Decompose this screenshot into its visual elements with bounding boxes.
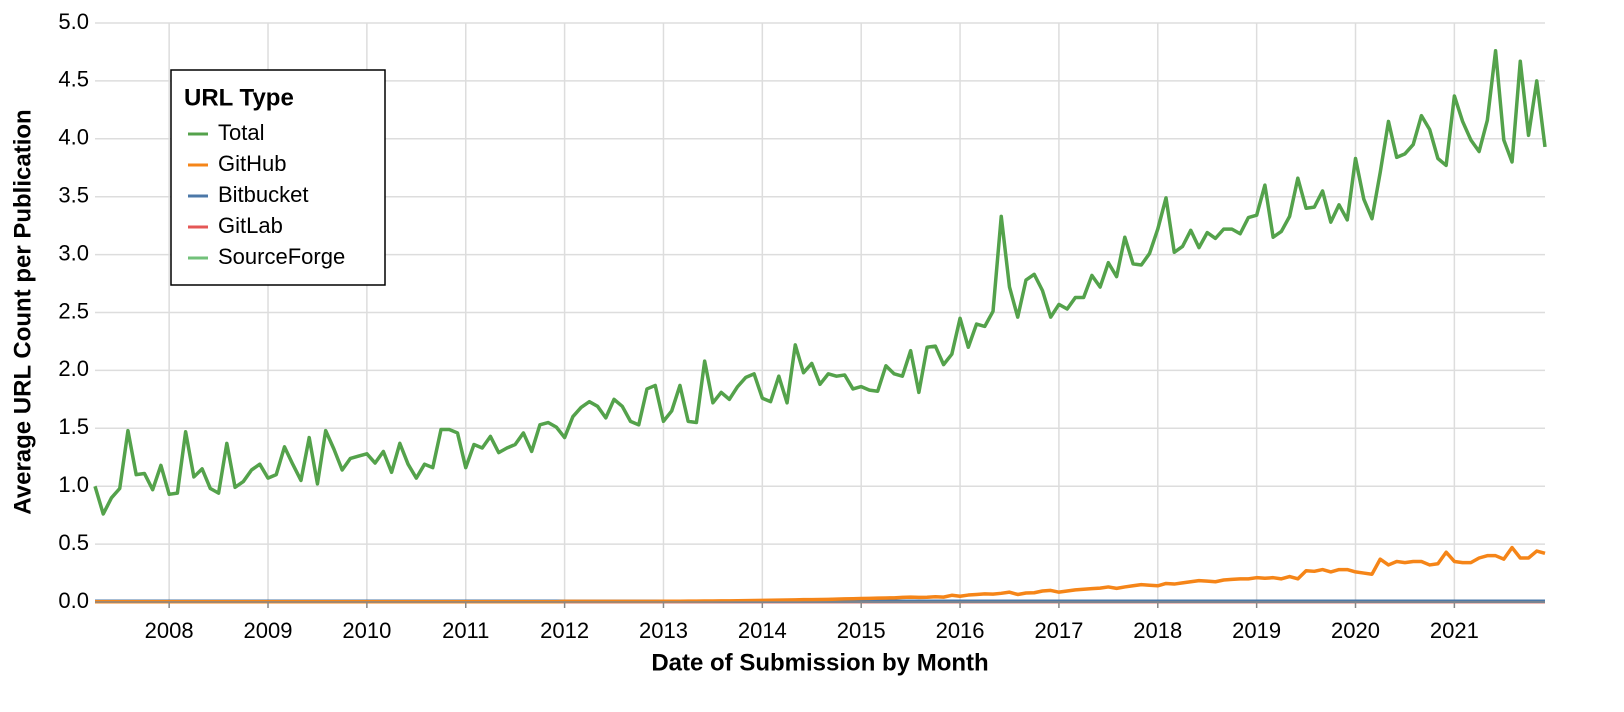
axes: 0.0 0.5 1.0 1.5 2.0 2.5 3.0 3.5 4.0 4.5 5.0 2008 200… <box>58 9 1545 643</box>
x-tick-label: 2010 <box>342 618 391 643</box>
series-line <box>93 49 1547 516</box>
y-tick-label: 1.5 <box>58 414 89 439</box>
y-tick-label: 0.0 <box>58 588 89 613</box>
legend-box <box>170 69 386 286</box>
y-tick-label: 1.0 <box>58 472 89 497</box>
legend-label: Total <box>218 120 264 145</box>
y-tick-label: 2.0 <box>58 356 89 381</box>
y-tick-label: 3.0 <box>58 240 89 265</box>
y-tick-label: 5.0 <box>58 9 89 34</box>
x-tick-label: 2011 <box>442 618 489 643</box>
y-tick-label: 0.5 <box>58 530 89 555</box>
x-tick-label: 2017 <box>1034 618 1083 643</box>
y-tick-label: 4.5 <box>58 67 89 92</box>
x-tick-label: 2015 <box>837 618 886 643</box>
series-line <box>95 545 1546 604</box>
x-tick-label: 2014 <box>738 618 787 643</box>
x-tick-label: 2008 <box>145 618 194 643</box>
x-tick-label: 2013 <box>639 618 688 643</box>
legend-label: GitLab <box>218 213 283 238</box>
x-axis-title: Date of Submission by Month <box>651 649 988 676</box>
y-tick-label: 4.0 <box>58 125 89 150</box>
legend-title: URL Type <box>184 84 294 111</box>
x-tick-label: 2012 <box>540 618 589 643</box>
y-tick-label: 2.5 <box>58 298 89 323</box>
grid <box>95 22 1545 603</box>
legend-label: SourceForge <box>218 244 345 269</box>
x-tick-label: 2018 <box>1133 618 1182 643</box>
legend-label: GitHub <box>218 151 286 176</box>
y-tick-label: 3.5 <box>58 183 89 208</box>
x-tick-label: 2016 <box>936 618 985 643</box>
legend-label: Bitbucket <box>218 182 309 207</box>
x-tick-label: 2021 <box>1430 618 1479 643</box>
x-tick-label: 2019 <box>1232 618 1281 643</box>
x-tick-label: 2020 <box>1331 618 1380 643</box>
y-axis-title: Average URL Count per Publication <box>9 109 36 514</box>
legend: URL Type Total GitHub Bitbucket GitLab Sourc… <box>170 69 386 286</box>
x-tick-label: 2009 <box>244 618 293 643</box>
